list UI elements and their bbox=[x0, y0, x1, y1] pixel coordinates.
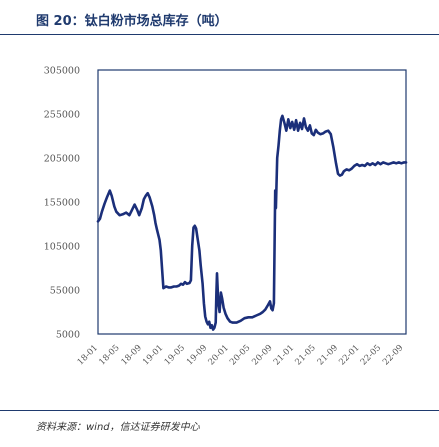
y-tick-label: 255000 bbox=[44, 110, 80, 121]
figure-footer: 资料来源：wind，信达证券研发中心 bbox=[0, 410, 439, 447]
x-tick-label: 22-01 bbox=[337, 343, 361, 367]
x-tick-label: 21-01 bbox=[272, 343, 296, 367]
x-tick-label: 20-09 bbox=[250, 343, 274, 367]
x-tick-label: 19-05 bbox=[163, 343, 187, 367]
y-tick-label: 305000 bbox=[44, 66, 80, 77]
x-tick-label: 18-09 bbox=[120, 343, 144, 367]
figure-header: 图 20：钛白粉市场总库存（吨） bbox=[0, 0, 439, 35]
inventory-series-line bbox=[96, 114, 408, 331]
y-tick-label: 5000 bbox=[56, 330, 80, 341]
y-tick-label: 55000 bbox=[50, 286, 80, 297]
y-axis: 5000 55000 105000 155000 205000 255000 305000 bbox=[44, 66, 80, 341]
y-tick-label: 105000 bbox=[44, 242, 80, 253]
series-layer bbox=[96, 114, 408, 331]
x-tick-label: 20-05 bbox=[228, 343, 252, 367]
x-tick-label: 22-09 bbox=[381, 343, 405, 367]
x-tick-label: 21-09 bbox=[316, 343, 340, 367]
x-tick-label: 18-05 bbox=[97, 343, 121, 367]
inventory-line-chart: 500055000105000155000205000255000305000 … bbox=[44, 66, 408, 367]
source-note: 资料来源：wind，信达证券研发中心 bbox=[36, 422, 200, 433]
x-tick-label: 22-05 bbox=[359, 343, 383, 367]
x-tick-label: 19-09 bbox=[185, 343, 209, 367]
figure-title: 图 20：钛白粉市场总库存（吨） bbox=[36, 14, 228, 29]
plot-frame bbox=[97, 69, 407, 335]
y-tick-label: 205000 bbox=[44, 154, 80, 165]
x-axis: 18-0118-0518-0919-0119-0519-0920-0120-05… bbox=[76, 343, 406, 367]
chart-area: 5000 55000 105000 155000 205000 255000 305000 … bbox=[0, 40, 439, 410]
y-tick-label: 155000 bbox=[44, 198, 80, 209]
x-tick-label: 19-01 bbox=[141, 343, 165, 367]
x-tick-label: 18-01 bbox=[76, 343, 100, 367]
x-tick-label: 20-01 bbox=[207, 343, 231, 367]
x-tick-label: 21-05 bbox=[293, 343, 317, 367]
